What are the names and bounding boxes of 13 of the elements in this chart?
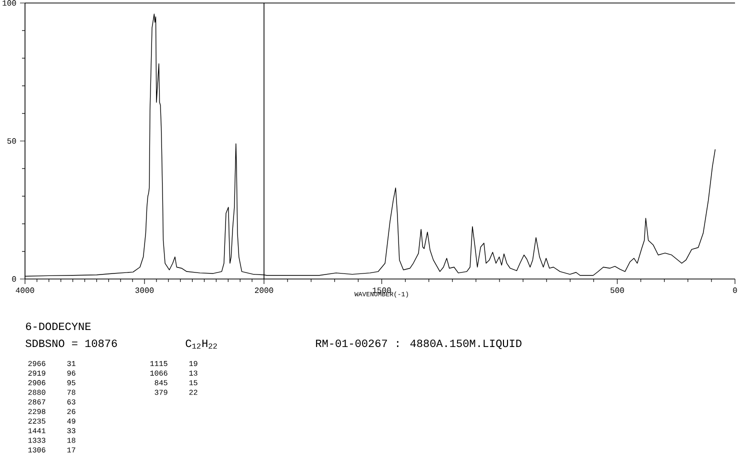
x-tick-label: 0 (733, 288, 737, 293)
y-tick-label: 50 (7, 138, 16, 144)
x-tick-label: 500 (610, 288, 624, 293)
text: 6-DODECYNE (26, 322, 91, 330)
x-tick-label: 3000 (135, 288, 154, 293)
text: C$_{12}$H$_{22}$ (186, 340, 217, 349)
x-tick-label: 2000 (254, 288, 274, 293)
x-tick-label: 1500 (372, 288, 391, 293)
y-tick-label: 100 (2, 0, 16, 6)
y-tick-label: 0 (12, 276, 16, 282)
text: SDBSNO = 10876 (26, 340, 117, 348)
text: RM-01-00267 : 4880A.150M.LIQUID (316, 340, 522, 350)
x-tick-label: 4000 (16, 288, 34, 293)
